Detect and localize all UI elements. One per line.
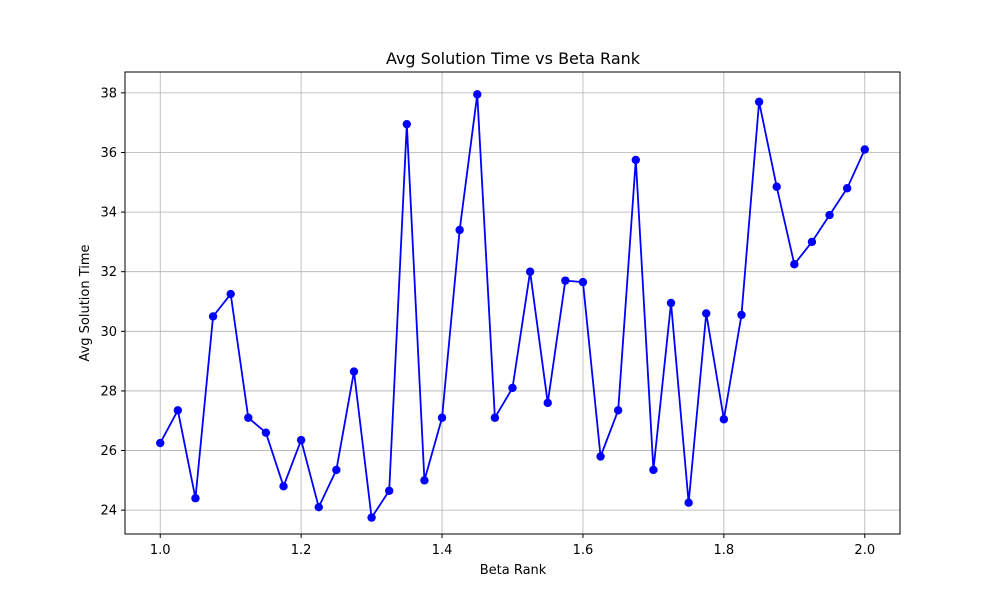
series-line [159, 93, 866, 519]
x-axis-label: Beta Rank [480, 563, 547, 578]
data-point [226, 289, 235, 299]
data-point [684, 498, 693, 507]
data-point [561, 276, 570, 285]
data-point [173, 406, 183, 415]
data-point [649, 465, 658, 475]
x-tick-label: 1.4 [432, 543, 453, 558]
data-point [244, 413, 253, 422]
y-tick-label: 26 [100, 444, 117, 459]
data-point [666, 298, 676, 308]
data-point [508, 383, 517, 393]
data-point [719, 415, 729, 424]
data-point [754, 97, 764, 107]
data-point [631, 155, 640, 165]
data-point [208, 312, 218, 321]
series-layer [156, 90, 869, 522]
plot-frame [124, 71, 901, 535]
y-axis-ticks: 24 26 28 30 32 34 36 38 [100, 86, 125, 519]
data-point [807, 237, 817, 247]
data-point [737, 310, 746, 320]
data-point [156, 438, 165, 448]
y-tick-label: 38 [100, 86, 117, 101]
data-point [385, 486, 394, 495]
y-tick-label: 32 [100, 265, 117, 280]
data-point [261, 428, 271, 437]
x-tick-label: 1.8 [714, 543, 735, 558]
data-point [860, 145, 869, 154]
chart-title: Avg Solution Time vs Beta Rank [386, 49, 641, 68]
data-point [525, 267, 535, 276]
y-tick-label: 30 [100, 325, 117, 340]
data-point [490, 413, 500, 422]
data-point [296, 435, 306, 445]
x-tick-label: 2.0 [854, 543, 875, 558]
data-point [543, 398, 552, 408]
data-point [613, 406, 623, 415]
data-point [455, 225, 464, 235]
y-axis-label: Avg Solution Time [78, 244, 93, 361]
y-tick-label: 36 [100, 146, 117, 161]
grid-lines [125, 72, 900, 534]
data-point [332, 465, 341, 475]
x-tick-label: 1.2 [291, 543, 312, 558]
data-point [367, 513, 376, 522]
data-point [596, 452, 605, 461]
data-point [420, 476, 429, 485]
data-point [191, 494, 200, 503]
y-tick-label: 28 [100, 384, 117, 399]
data-point [842, 184, 852, 193]
data-point [772, 182, 781, 191]
data-point [279, 482, 288, 491]
y-tick-label: 24 [100, 504, 117, 519]
data-point [349, 367, 359, 376]
data-point [437, 413, 447, 422]
data-point [702, 309, 711, 318]
data-point [578, 277, 588, 287]
x-axis-ticks: 1.0 1.2 1.4 1.6 1.8 2.0 [150, 534, 875, 558]
data-point [314, 502, 323, 512]
x-tick-label: 1.6 [573, 543, 594, 558]
x-tick-label: 1.0 [150, 543, 171, 558]
data-point [473, 90, 482, 99]
data-point [790, 260, 799, 269]
data-point [825, 210, 834, 220]
y-tick-label: 34 [100, 206, 117, 221]
data-point [402, 119, 412, 129]
